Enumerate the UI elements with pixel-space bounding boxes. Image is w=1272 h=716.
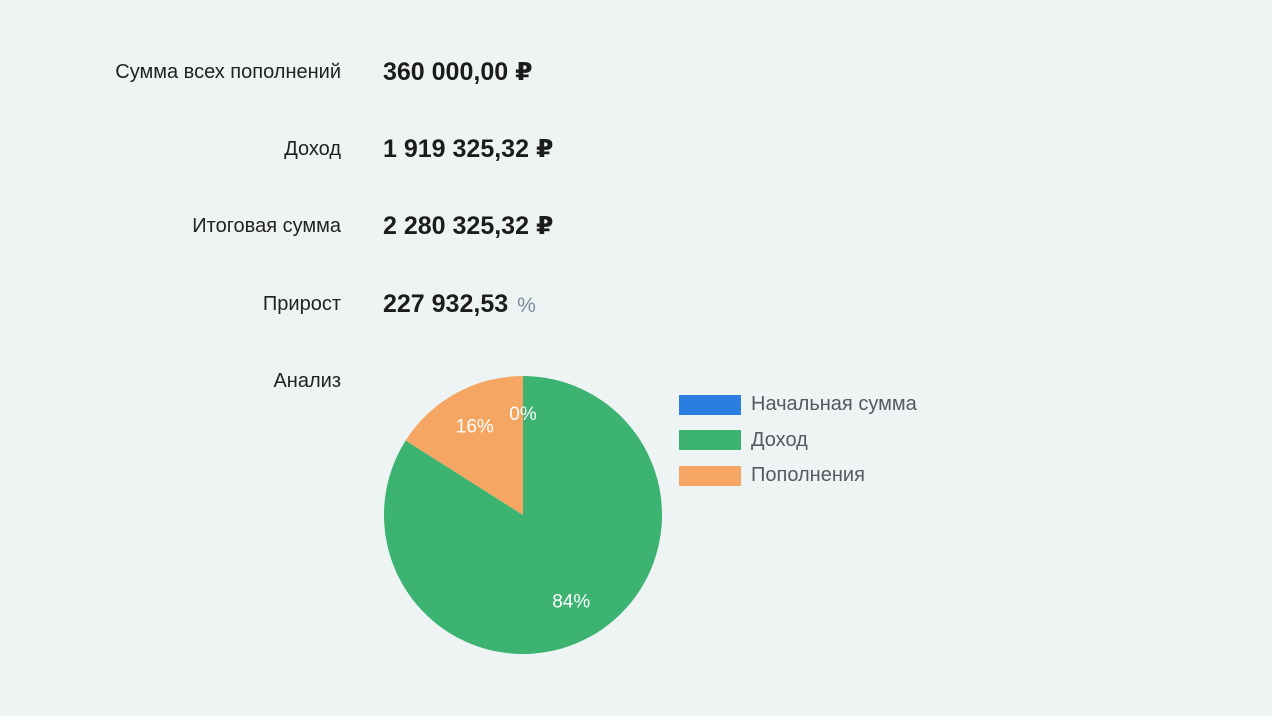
deposits-total-label: Сумма всех пополнений [115,61,341,83]
legend-label: Доход [751,428,808,451]
growth-label: Прирост [262,293,341,315]
ruble-sign: ₽ [535,135,554,163]
pie-slice-2[interactable] [405,376,523,515]
deposits-total-amount: 360 000,00 [383,58,509,86]
legend-swatch [679,430,741,451]
summary-row-final-sum: Итоговая сумма 2 280 325,32 ₽ [0,206,1272,246]
percent-sign: % [517,294,536,317]
legend-item-0[interactable]: Начальная сумма [679,387,917,423]
income-value: 1 919 325,32 ₽ [383,129,553,169]
growth-amount: 227 932,53 [383,290,509,318]
summary-row-analysis: Анализ [0,361,1272,401]
income-label: Доход [284,138,341,160]
summary-row-growth: Прирост 227 932,53 % [0,284,1272,324]
chart-legend: Начальная сумма Доход Пополнения [679,387,917,494]
final-sum-label: Итоговая сумма [192,215,341,237]
final-sum-value: 2 280 325,32 ₽ [383,206,553,246]
legend-item-2[interactable]: Пополнения [679,458,917,494]
legend-swatch [679,394,741,415]
legend-label: Пополнения [751,464,865,487]
ruble-sign: ₽ [515,58,533,86]
ruble-sign: ₽ [535,212,554,240]
summary-row-deposits-total: Сумма всех пополнений 360 000,00 ₽ [0,52,1272,92]
pie-slice-label-1: 84% [552,592,590,613]
analysis-label: Анализ [273,370,341,392]
deposits-total-value: 360 000,00 ₽ [383,52,532,92]
legend-swatch [679,465,741,486]
analysis-pie-chart: 0% 84% 16% [384,376,662,654]
legend-item-1[interactable]: Доход [679,423,917,459]
pie-slice-label-2: 16% [456,416,494,437]
summary-row-income: Доход 1 919 325,32 ₽ [0,129,1272,169]
growth-value: 227 932,53 % [383,284,536,324]
pie-slice-label-0: 0% [509,404,537,425]
legend-label: Начальная сумма [751,393,917,416]
final-sum-amount: 2 280 325,32 [383,212,529,240]
income-amount: 1 919 325,32 [383,135,529,163]
